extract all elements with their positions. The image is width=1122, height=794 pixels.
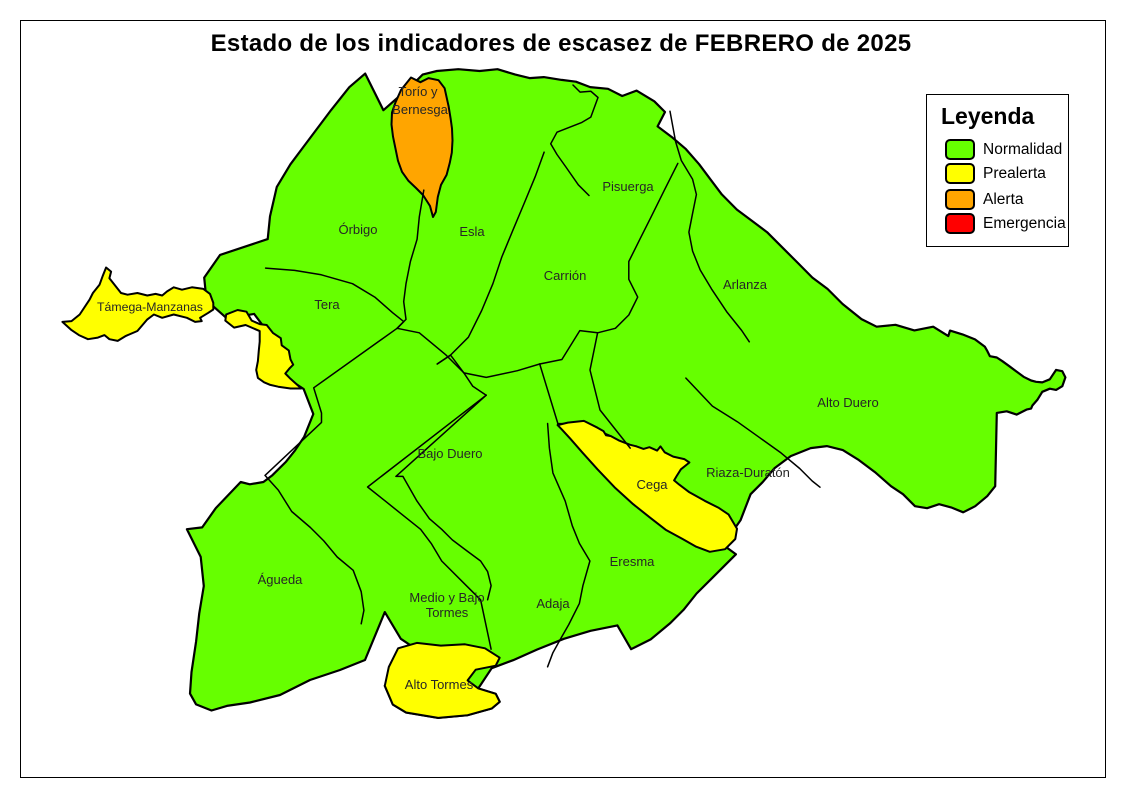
svg-text:Támega-Manzanas: Támega-Manzanas bbox=[97, 300, 203, 314]
svg-text:Cega: Cega bbox=[636, 477, 668, 492]
svg-text:Bernesga: Bernesga bbox=[392, 102, 448, 117]
svg-text:Tormes: Tormes bbox=[426, 605, 469, 620]
svg-text:Águeda: Águeda bbox=[258, 572, 304, 587]
svg-text:Alto Duero: Alto Duero bbox=[817, 395, 878, 410]
svg-text:Esla: Esla bbox=[459, 224, 485, 239]
svg-text:Carrión: Carrión bbox=[544, 268, 587, 283]
svg-text:Pisuerga: Pisuerga bbox=[602, 179, 654, 194]
svg-text:Tera: Tera bbox=[314, 297, 340, 312]
svg-text:Riaza-Duratón: Riaza-Duratón bbox=[706, 465, 790, 480]
svg-text:Eresma: Eresma bbox=[610, 554, 656, 569]
svg-text:Alto Tormes: Alto Tormes bbox=[405, 677, 474, 692]
svg-text:Órbigo: Órbigo bbox=[338, 222, 377, 237]
svg-text:Bajo Duero: Bajo Duero bbox=[417, 446, 482, 461]
svg-text:Torío y: Torío y bbox=[398, 84, 438, 99]
svg-text:Arlanza: Arlanza bbox=[723, 277, 768, 292]
svg-text:Medio y Bajo: Medio y Bajo bbox=[409, 590, 484, 605]
svg-text:Adaja: Adaja bbox=[536, 596, 570, 611]
